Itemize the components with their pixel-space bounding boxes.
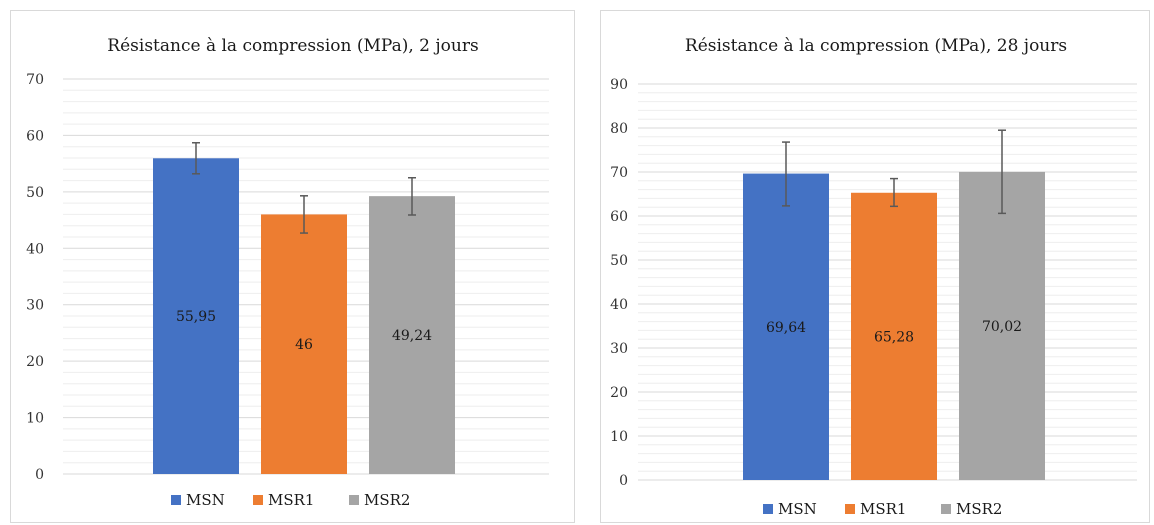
data-label-msr1: 65,28 <box>874 329 914 345</box>
y-tick-label: 40 <box>26 241 44 257</box>
legend-swatch-msn <box>763 504 773 514</box>
legend-swatch-msr1 <box>253 495 263 505</box>
data-label-msr2: 49,24 <box>392 328 432 344</box>
legend-label-msn: MSN <box>186 491 225 509</box>
y-tick-label: 50 <box>26 185 44 201</box>
y-tick-label: 0 <box>619 473 628 489</box>
chart-title: Résistance à la compression (MPa), 28 jo… <box>685 36 1067 56</box>
chart-2-jours: Résistance à la compression (MPa), 2 jou… <box>26 36 549 509</box>
chart-panel-2-jours: Résistance à la compression (MPa), 2 jou… <box>10 10 575 523</box>
legend-swatch-msr2 <box>941 504 951 514</box>
legend-label-msr2: MSR2 <box>364 491 410 509</box>
y-tick-label: 80 <box>610 121 628 137</box>
y-tick-label: 20 <box>26 354 44 370</box>
y-tick-label: 90 <box>610 77 628 93</box>
chart-panel-28-jours: Résistance à la compression (MPa), 28 jo… <box>600 10 1150 523</box>
bar-msr1 <box>851 192 937 480</box>
legend-swatch-msr1 <box>845 504 855 514</box>
y-tick-label: 60 <box>610 209 628 225</box>
bar-msn <box>743 173 829 481</box>
legend-label-msr1: MSR1 <box>268 491 314 509</box>
y-tick-label: 70 <box>26 72 44 88</box>
chart-title: Résistance à la compression (MPa), 2 jou… <box>107 36 478 56</box>
y-tick-label: 60 <box>26 128 44 144</box>
y-tick-label: 0 <box>35 467 44 483</box>
bar-msr1 <box>261 214 347 474</box>
chart-28-jours: Résistance à la compression (MPa), 28 jo… <box>610 36 1137 518</box>
bar-msr2 <box>369 196 455 474</box>
legend-swatch-msr2 <box>349 495 359 505</box>
data-label-msn: 55,95 <box>176 309 216 325</box>
legend-label-msr1: MSR1 <box>860 500 906 518</box>
data-label-msr2: 70,02 <box>982 319 1022 335</box>
legend-swatch-msn <box>171 495 181 505</box>
y-tick-label: 20 <box>610 385 628 401</box>
legend-label-msn: MSN <box>778 500 817 518</box>
y-tick-label: 10 <box>610 429 628 445</box>
y-tick-label: 10 <box>26 411 44 427</box>
y-tick-label: 50 <box>610 253 628 269</box>
y-tick-label: 30 <box>610 341 628 357</box>
y-tick-label: 40 <box>610 297 628 313</box>
y-tick-label: 70 <box>610 165 628 181</box>
legend-label-msr2: MSR2 <box>956 500 1002 518</box>
data-label-msn: 69,64 <box>766 320 806 336</box>
data-label-msr1: 46 <box>295 337 313 353</box>
y-tick-label: 30 <box>26 298 44 314</box>
bar-msr2 <box>959 171 1045 481</box>
bar-msn <box>153 158 239 474</box>
